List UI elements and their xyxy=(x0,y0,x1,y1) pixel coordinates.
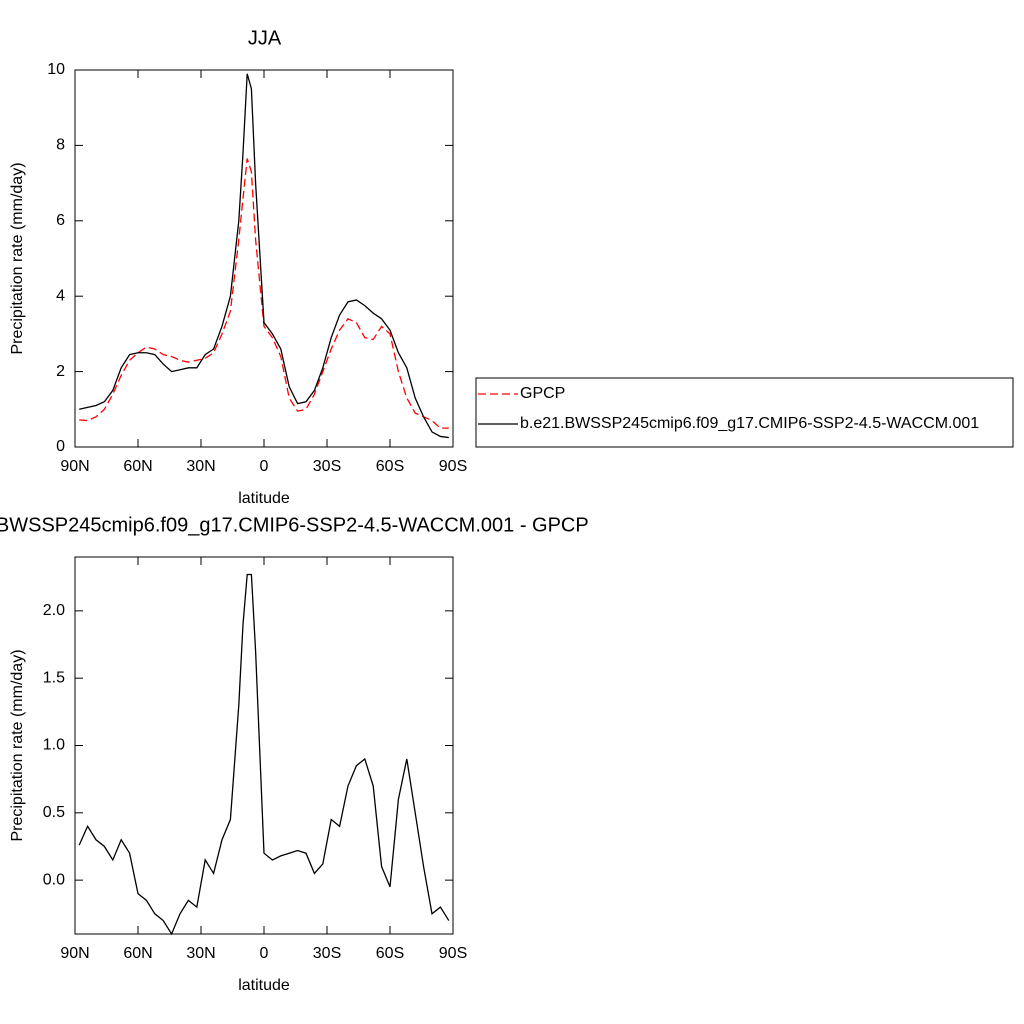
y-axis-label: Precipitation rate (mm/day) xyxy=(9,649,26,841)
x-tick-label: 60S xyxy=(376,458,404,475)
y-axis-label: Precipitation rate (mm/day) xyxy=(9,162,26,354)
x-tick-label: 0 xyxy=(260,458,269,475)
x-tick-label: 30S xyxy=(313,458,341,475)
y-tick-label: 0 xyxy=(56,438,65,455)
x-tick-label: 60S xyxy=(376,945,404,962)
y-tick-label: 6 xyxy=(56,212,65,229)
y-tick-label: 1.0 xyxy=(43,737,65,754)
x-tick-label: 60N xyxy=(123,458,152,475)
x-axis-label: latitude xyxy=(238,977,290,994)
legend-label: b.e21.BWSSP245cmip6.f09_g17.CMIP6-SSP2-4… xyxy=(520,415,979,432)
y-tick-label: 0.5 xyxy=(43,804,65,821)
x-tick-label: 90N xyxy=(60,945,89,962)
data-line xyxy=(79,73,449,439)
y-tick-label: 8 xyxy=(56,137,65,154)
data-line xyxy=(79,158,449,429)
x-tick-label: 90S xyxy=(439,458,467,475)
y-tick-label: 2.0 xyxy=(43,602,65,619)
y-tick-label: 1.5 xyxy=(43,669,65,686)
chart-title: b.e21.BWSSP245cmip6.f09_g17.CMIP6-SSP2-4… xyxy=(0,514,589,536)
y-tick-label: 4 xyxy=(56,287,65,304)
x-tick-label: 90N xyxy=(60,458,89,475)
plot-frame xyxy=(74,556,454,935)
legend-box xyxy=(475,377,1014,448)
data-line xyxy=(78,573,450,936)
y-tick-label: 0.0 xyxy=(43,871,65,888)
x-tick-label: 30N xyxy=(186,945,215,962)
x-tick-label: 30N xyxy=(186,458,215,475)
plot-frame xyxy=(74,69,454,448)
legend-label: GPCP xyxy=(520,385,565,402)
x-tick-label: 30S xyxy=(313,945,341,962)
y-tick-label: 10 xyxy=(47,61,65,78)
x-tick-label: 60N xyxy=(123,945,152,962)
chart-title: JJA xyxy=(248,27,282,49)
x-axis-label: latitude xyxy=(238,490,290,507)
x-tick-label: 0 xyxy=(260,945,269,962)
x-tick-label: 90S xyxy=(439,945,467,962)
y-tick-label: 2 xyxy=(56,363,65,380)
